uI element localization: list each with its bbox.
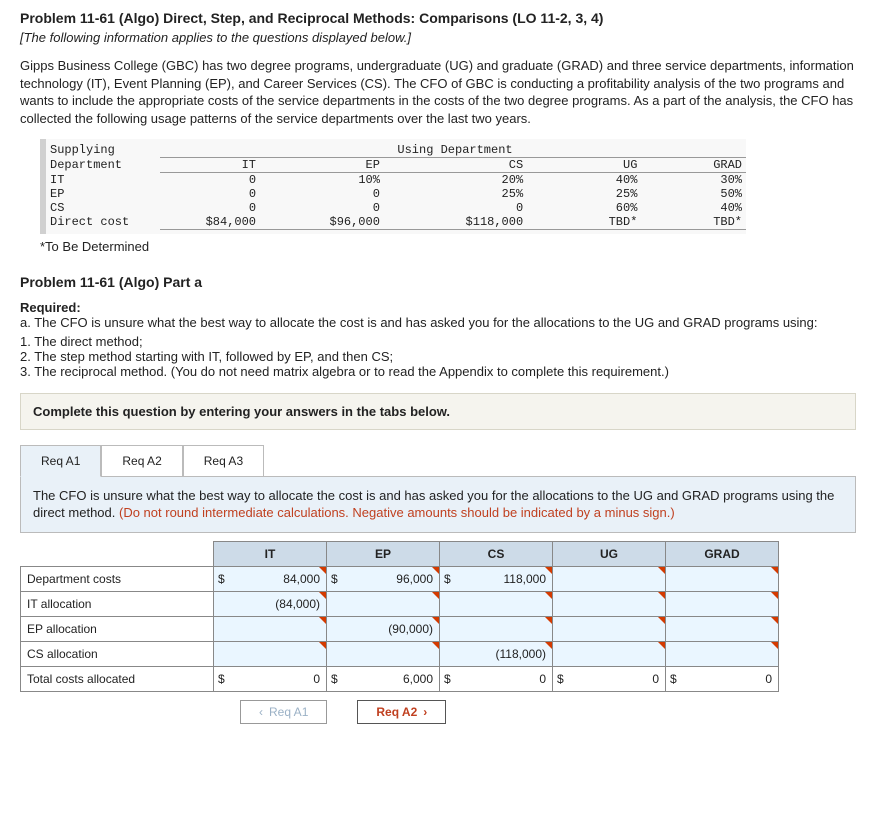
tab-req-a1[interactable]: Req A1 [20,445,101,477]
cell-dc-ep[interactable]: $96,000 [327,566,440,591]
requirement-item: 3. The reciprocal method. (You do not ne… [20,364,856,379]
ans-col-cs: CS [440,541,553,566]
cell-tot-ep: $6,000 [327,666,440,691]
requirement-item: 1. The direct method; [20,334,856,349]
cell-ita-grad[interactable] [666,591,779,616]
required-label: Required: [20,300,856,315]
cell-epa-it[interactable] [214,616,327,641]
cell-dc-ug[interactable] [553,566,666,591]
ans-col-grad: GRAD [666,541,779,566]
cell-ita-it[interactable]: (84,000) [214,591,327,616]
answer-table: IT EP CS UG GRAD Department costs $84,00… [20,541,779,692]
cell-csa-cs[interactable]: (118,000) [440,641,553,666]
next-label: Req A2 [376,705,417,719]
row-it-alloc: IT allocation (84,000) [21,591,779,616]
chevron-right-icon: › [423,705,427,719]
applies-note: [The following information applies to th… [20,30,856,45]
tbd-footnote: *To Be Determined [40,238,856,256]
scenario-text: Gipps Business College (GBC) has two deg… [20,57,856,127]
problem-title: Problem 11-61 (Algo) Direct, Step, and R… [20,10,856,26]
tab-body: The CFO is unsure what the best way to a… [20,476,856,533]
instruction-banner: Complete this question by entering your … [20,393,856,430]
cell-epa-ug[interactable] [553,616,666,641]
usage-row: CS00060%40% [46,201,746,215]
cell-tot-it: $0 [214,666,327,691]
label-ep-alloc: EP allocation [21,616,214,641]
supplying-label: Supplying [46,143,164,157]
cell-csa-grad[interactable] [666,641,779,666]
cell-csa-ep[interactable] [327,641,440,666]
cell-csa-ug[interactable] [553,641,666,666]
part-title: Problem 11-61 (Algo) Part a [20,274,856,290]
ans-col-ug: UG [553,541,666,566]
usage-row: Direct cost$84,000$96,000$118,000TBD*TBD… [46,215,746,229]
col-ep: EP [260,158,384,172]
cell-tot-cs: $0 [440,666,553,691]
row-cs-alloc: CS allocation (118,000) [21,641,779,666]
label-dept-costs: Department costs [21,566,214,591]
tab-req-a3[interactable]: Req A3 [183,445,264,477]
cell-epa-cs[interactable] [440,616,553,641]
cell-ita-ep[interactable] [327,591,440,616]
row-dept-costs: Department costs $84,000 $96,000 $118,00… [21,566,779,591]
prev-label: Req A1 [269,705,308,719]
col-grad: GRAD [641,158,746,172]
ans-col-ep: EP [327,541,440,566]
cell-epa-ep[interactable]: (90,000) [327,616,440,641]
cell-tot-ug: $0 [553,666,666,691]
requirement-item: 2. The step method starting with IT, fol… [20,349,856,364]
using-dept-label: Using Department [164,143,746,157]
usage-table: Supplying Using Department Department IT… [40,139,746,234]
usage-row: IT010%20%40%30% [46,173,746,187]
label-total: Total costs allocated [21,666,214,691]
tab-body-red: (Do not round intermediate calculations.… [119,505,675,520]
cell-ita-cs[interactable] [440,591,553,616]
label-it-alloc: IT allocation [21,591,214,616]
cell-epa-grad[interactable] [666,616,779,641]
tab-strip: Req A1 Req A2 Req A3 [20,444,856,476]
row-total: Total costs allocated $0 $6,000 $0 $0 $0 [21,666,779,691]
prev-button[interactable]: ‹ Req A1 [240,700,327,724]
req-a-text: a. The CFO is unsure what the best way t… [20,315,856,330]
col-ug: UG [527,158,641,172]
chevron-left-icon: ‹ [259,705,263,719]
cell-tot-grad: $0 [666,666,779,691]
ans-col-it: IT [214,541,327,566]
col-it: IT [160,158,260,172]
cell-dc-cs[interactable]: $118,000 [440,566,553,591]
tab-req-a2[interactable]: Req A2 [101,445,182,477]
label-cs-alloc: CS allocation [21,641,214,666]
department-label: Department [46,158,160,172]
col-cs: CS [384,158,527,172]
usage-row: EP0025%25%50% [46,187,746,201]
cell-ita-ug[interactable] [553,591,666,616]
cell-csa-it[interactable] [214,641,327,666]
next-button[interactable]: Req A2 › [357,700,446,724]
row-ep-alloc: EP allocation (90,000) [21,616,779,641]
cell-dc-it[interactable]: $84,000 [214,566,327,591]
cell-dc-grad[interactable] [666,566,779,591]
